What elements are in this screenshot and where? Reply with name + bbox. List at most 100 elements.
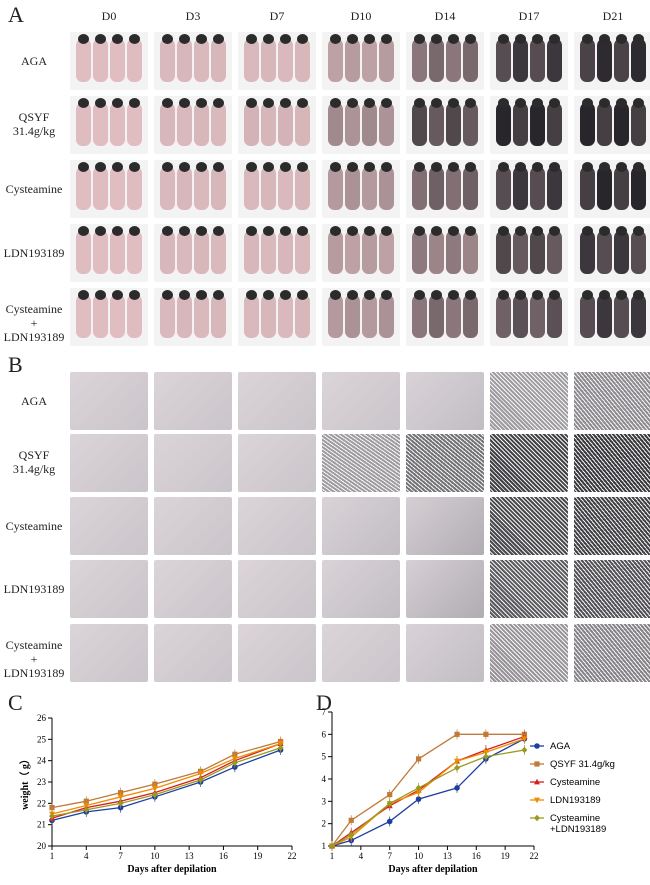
mouse-figure [446,162,461,210]
mouse-figure [614,34,629,82]
x-tick-label: 10 [150,851,160,861]
mouse-figure [76,290,91,338]
data-point [329,842,335,850]
a-row-label-4: Cysteamine + LDN193189 [2,302,66,344]
mouse-figure [261,290,276,338]
mouse-figure [631,290,646,338]
mouse-figure [345,162,360,210]
mouse-figure [496,162,511,210]
skin-micrograph-0-3 [322,372,400,430]
row-label-line1: QSYF [18,110,50,124]
mouse-figure [160,162,175,210]
mouse-figure [261,162,276,210]
skin-micrograph-4-0 [70,624,148,682]
mouse-figure [580,98,595,146]
mouse-photo-2-0 [70,160,148,218]
mouse-figure [513,226,528,274]
row-label-line1: AGA [21,54,47,68]
mouse-figure [194,290,209,338]
b-row-label-1: QSYF 31.4g/kg [2,448,66,476]
mouse-figure [496,98,511,146]
skin-micrograph-1-6 [574,434,650,492]
mouse-figure [429,226,444,274]
mouse-figure [614,162,629,210]
skin-micrograph-1-0 [70,434,148,492]
skin-micrograph-3-4 [406,560,484,618]
mouse-figure [295,290,310,338]
mouse-figure [244,290,259,338]
data-point [386,818,393,825]
mouse-photo-1-1 [154,96,232,154]
weight-chart: 20 21 22 23 24 25 26 1 4 7 10 13 16 19 22 Days after de… [18,713,297,875]
mouse-figure [530,290,545,338]
row-label-line2: LDN193189 [3,330,65,344]
data-point [521,746,528,754]
mouse-photo-2-6 [574,160,650,218]
mouse-figure [412,34,427,82]
mouse-figure [614,290,629,338]
mouse-photo-2-4 [406,160,484,218]
mouse-photo-3-4 [406,224,484,282]
mouse-photo-3-5 [490,224,568,282]
y-tick-label: 2 [322,819,327,829]
mouse-figure [597,98,612,146]
mouse-figure [160,98,175,146]
x-tick-label: 7 [118,851,123,861]
skin-micrograph-3-1 [154,560,232,618]
mouse-figure [580,162,595,210]
data-point [483,731,489,737]
data-point [454,731,460,737]
mouse-figure [345,98,360,146]
mouse-figure [496,34,511,82]
x-tick-label: 22 [530,851,539,861]
mouse-photo-4-4 [406,288,484,346]
mouse-figure [93,98,108,146]
row-label-line1: Cysteamine + [5,638,63,666]
data-point [521,736,528,742]
legend-label-3: LDN193189 [550,795,601,806]
day-header-d10: D10 [350,9,372,23]
mouse-figure [530,34,545,82]
a-row-label-0: AGA [2,54,66,68]
skin-micrograph-2-0 [70,497,148,555]
mouse-figure [446,98,461,146]
mouse-figure [110,98,125,146]
mouse-photo-4-2 [238,288,316,346]
legend-marker [534,761,540,767]
mouse-figure [278,226,293,274]
mouse-figure [513,162,528,210]
mouse-figure [631,162,646,210]
y-tick-label: 7 [322,707,327,717]
data-point [454,758,461,765]
mouse-figure [379,98,394,146]
skin-micrograph-3-0 [70,560,148,618]
day-header-d3: D3 [185,9,201,23]
mouse-figure [110,226,125,274]
skin-micrograph-0-6 [574,372,650,430]
mouse-figure [177,162,192,210]
legend-marker [534,797,540,804]
panel-b-letter: B [8,352,23,377]
mouse-figure [194,34,209,82]
skin-micrograph-1-2 [238,434,316,492]
x-tick-label: 4 [84,851,89,861]
row-label-line1: Cysteamine [5,182,63,196]
mouse-figure [160,34,175,82]
mouse-photo-1-3 [322,96,400,154]
skin-micrograph-2-4 [406,497,484,555]
x-axis-label: Days after depilation [388,864,478,875]
mouse-figure [362,290,377,338]
mouse-figure [160,290,175,338]
skin-micrograph-0-4 [406,372,484,430]
mouse-photo-1-2 [238,96,316,154]
mouse-figure [211,226,226,274]
row-label-line1: LDN193189 [3,582,65,596]
mouse-figure [429,98,444,146]
skin-micrograph-3-3 [322,560,400,618]
skin-score-chart: 1 2 3 4 5 6 7 1 4 7 10 13 16 19 22 Days after depilatio… [310,707,615,875]
mouse-figure [110,290,125,338]
mouse-photo-3-1 [154,224,232,282]
skin-micrograph-1-4 [406,434,484,492]
mouse-figure [463,290,478,338]
mouse-figure [631,98,646,146]
